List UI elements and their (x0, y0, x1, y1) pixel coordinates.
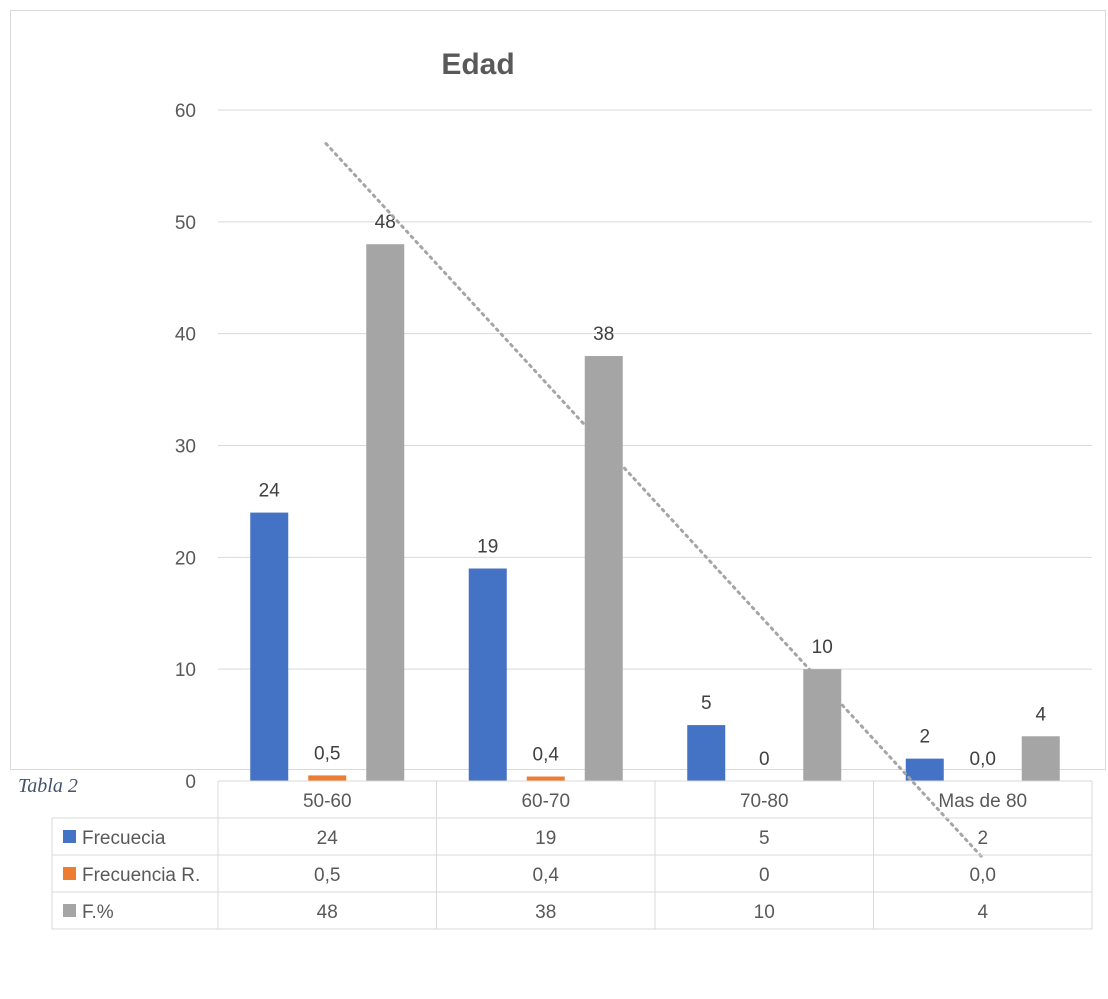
bar-3 (366, 244, 405, 781)
table-cell: 24 (317, 828, 339, 849)
y-tick-label: 20 (175, 548, 196, 569)
legend-key (63, 904, 76, 917)
x-tick-label: 60-70 (521, 791, 570, 812)
data-label: 38 (593, 324, 614, 345)
bar-3 (584, 356, 623, 781)
table-cell: 19 (535, 828, 556, 849)
y-tick-label: 0 (185, 772, 196, 793)
bar-1 (687, 725, 726, 781)
table-cell: 0 (759, 865, 770, 886)
y-tick-label: 50 (175, 213, 196, 234)
data-label: 0,0 (970, 749, 996, 770)
data-label: 48 (375, 212, 396, 233)
y-tick-label: 60 (175, 101, 196, 122)
data-label: 0 (759, 749, 770, 770)
data-label: 0,5 (314, 743, 340, 764)
bar-1 (250, 512, 289, 781)
table-cell: 0,0 (970, 865, 996, 886)
legend-label: Frecuecia (82, 828, 166, 849)
x-tick-label: 70-80 (740, 791, 789, 812)
data-label: 24 (259, 481, 281, 502)
data-label: 2 (919, 727, 930, 748)
data-label: 19 (477, 537, 498, 558)
legend-label: F.% (82, 902, 114, 923)
table-cell: 0,5 (314, 865, 340, 886)
data-label: 4 (1035, 704, 1046, 725)
bar-3 (1021, 736, 1060, 781)
data-label: 10 (812, 637, 833, 658)
table-cell: 38 (535, 902, 556, 923)
y-tick-label: 10 (175, 660, 196, 681)
table-cell: 4 (977, 902, 988, 923)
chart-title: Edad (441, 48, 514, 81)
table-cell: 5 (759, 828, 770, 849)
legend-key (63, 867, 76, 880)
bar-2 (308, 775, 347, 781)
table-cell: 48 (317, 902, 338, 923)
trendline (324, 142, 986, 861)
chart-frame (10, 10, 1106, 770)
y-tick-label: 30 (175, 437, 196, 458)
x-tick-label: 50-60 (303, 791, 352, 812)
bar-3 (803, 669, 842, 781)
table-cell: 2 (977, 828, 988, 849)
legend-key (63, 830, 76, 843)
legend-label: Frecuencia R. (82, 865, 200, 886)
table-cell: 10 (754, 902, 775, 923)
caption: Tabla 2 (18, 775, 78, 797)
bar-1 (905, 758, 944, 781)
table-cell: 0,4 (533, 865, 560, 886)
bar-1 (468, 568, 507, 781)
y-tick-label: 40 (175, 325, 196, 346)
bar-2 (526, 776, 565, 781)
data-label: 5 (701, 693, 712, 714)
x-tick-label: Mas de 80 (938, 791, 1027, 812)
data-label: 0,4 (533, 745, 560, 766)
